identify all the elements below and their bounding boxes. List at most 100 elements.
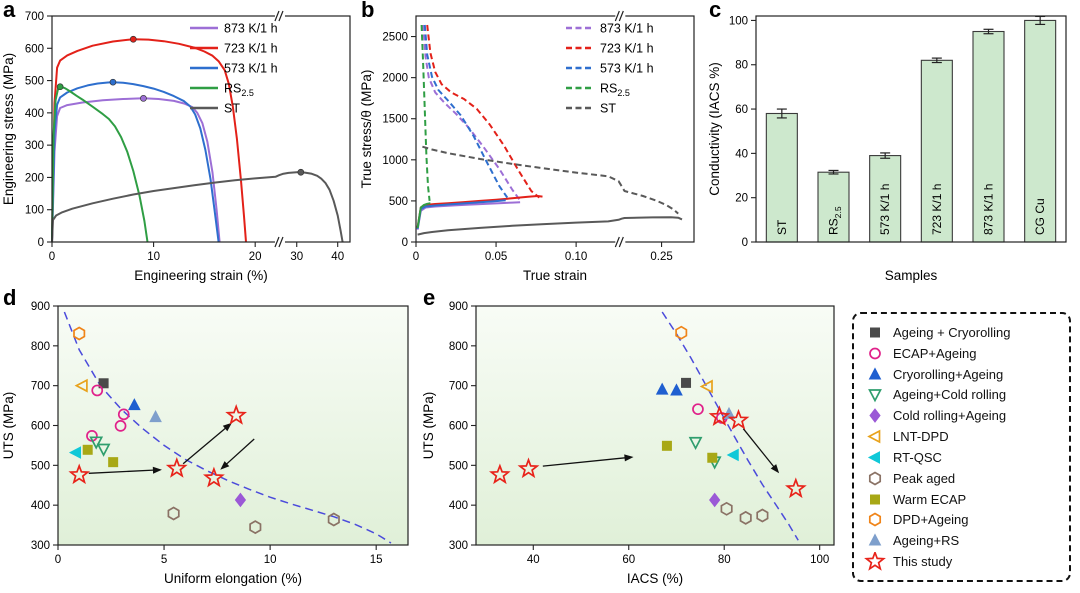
svg-text:30: 30 (290, 251, 303, 263)
series-873K-sigma (416, 201, 521, 230)
legend-item-ageing-cold-rolling: Ageing+Cold rolling (864, 385, 1059, 404)
bar-label: 573 K/1 h (878, 184, 892, 235)
group-warm-ecap (82, 444, 119, 468)
svg-text:15: 15 (370, 554, 383, 566)
panel-d-letter: d (3, 285, 17, 310)
group-ageing-cryorolling (98, 378, 109, 389)
group-dpd-ageing (73, 326, 86, 341)
series-873K (51, 97, 221, 243)
svg-text:80: 80 (718, 554, 731, 566)
ecap-ageing-marker-icon (869, 347, 881, 360)
series-RS25-theta (420, 24, 431, 202)
group-lnt-dpd (699, 379, 713, 394)
series-ST-sigma (417, 216, 683, 236)
series-873K-theta (422, 24, 521, 202)
series-573K (51, 81, 220, 243)
lnt-dpd-marker-icon (867, 429, 881, 444)
svg-text:600: 600 (31, 421, 50, 433)
svg-text:300: 300 (25, 140, 44, 152)
axes: 0 5 10 15 300 400 500 600 700 800 900 Uniform elong… (1, 301, 409, 586)
series-lines (416, 24, 683, 236)
engineering-stress-strain-chart: 0 10 20 30 400100200300400500600700Engineeri… (1, 10, 351, 283)
svg-text:0: 0 (38, 237, 44, 249)
svg-text:800: 800 (449, 341, 468, 353)
svg-text:700: 700 (449, 381, 468, 393)
svg-text:900: 900 (31, 301, 50, 313)
trend-arrows (88, 422, 255, 474)
bar (817, 171, 850, 243)
svg-text:600: 600 (25, 43, 44, 55)
svg-text:0: 0 (402, 237, 408, 249)
axes: 0 10 20 30 400100200300400500600700Engineeri… (1, 10, 351, 283)
svg-text:573 K/1 h: 573 K/1 h (600, 62, 654, 76)
peak-dot (140, 94, 147, 102)
ageing-rs-marker-icon (868, 533, 882, 546)
series-573K-theta (423, 24, 509, 199)
svg-text:40: 40 (527, 554, 540, 566)
plot-background (58, 306, 408, 545)
panel-c-letter: c (709, 0, 722, 22)
series-RS25-sigma (416, 202, 431, 229)
legend-item-this-study: This study (864, 551, 1059, 571)
svg-text:Uniform elongation (%): Uniform elongation (%) (164, 571, 302, 586)
series-723K-sigma (416, 195, 543, 228)
svg-text:800: 800 (31, 341, 50, 353)
group-this-study (489, 405, 807, 499)
bar-label: 723 K/1 h (930, 184, 944, 235)
group-ageing-cold-rolling (89, 436, 111, 457)
peak-dot (109, 78, 117, 86)
svg-text:10: 10 (264, 554, 277, 566)
uts-elongation-scatter-chart: 0 5 10 15 300 400 500 600 700 800 900 Uniform elong… (1, 301, 409, 586)
legend-item-ecap-ageing: ECAP+Ageing (864, 344, 1059, 363)
panel-b-letter: b (361, 0, 375, 22)
scatter-points (489, 325, 807, 525)
axes: 0 0.05 0.10 0.25 0 500 1000 1500 2000 2500 True st… (359, 10, 695, 283)
bar-label: CG Cu (1033, 198, 1047, 235)
svg-text:True stress/θ (MPa): True stress/θ (MPa) (359, 70, 374, 189)
svg-text:2000: 2000 (382, 73, 408, 85)
legend-item-label: This study (893, 553, 953, 569)
svg-text:ST: ST (224, 102, 240, 116)
group-ecap-ageing (86, 384, 130, 442)
peak-dot (129, 35, 137, 43)
series-723K-theta (426, 24, 540, 199)
legend-item-cold-rolling-ageing: Cold rolling+Ageing (864, 406, 1059, 425)
group-cold-rolling-ageing (234, 492, 247, 508)
svg-text:300: 300 (31, 540, 50, 552)
group-cold-rolling-ageing (709, 492, 721, 508)
svg-text:0.05: 0.05 (485, 251, 507, 263)
svg-text:40: 40 (331, 251, 344, 263)
bar-label: ST (775, 219, 789, 235)
svg-text:873 K/1 h: 873 K/1 h (224, 22, 278, 36)
group-ageing-cryorolling (681, 377, 692, 388)
svg-text:1000: 1000 (382, 155, 408, 167)
svg-text:723 K/1 h: 723 K/1 h (224, 42, 278, 56)
legend-item-label: Peak aged (893, 470, 956, 486)
svg-text:900: 900 (449, 301, 468, 313)
svg-text:0: 0 (742, 237, 748, 249)
svg-text:400: 400 (449, 500, 468, 512)
panel-d: d 0 5 10 15 300 400 500 600 700 800 900 Uniform elo… (0, 285, 422, 593)
group-peak-aged (167, 506, 340, 535)
bar-label: 873 K/1 h (982, 184, 996, 235)
uts-iacs-scatter-chart: 40 60 80 100 300 400 500 600 700 800 900 IACS (%) UT… (421, 301, 835, 586)
group-cryorolling-ageing (655, 382, 683, 396)
svg-text:200: 200 (25, 172, 44, 184)
group-ageing-rs (149, 410, 162, 423)
svg-text:80: 80 (735, 60, 748, 72)
legend-item-label: Cryorolling+Ageing (893, 366, 1004, 382)
conductivity-bar-chart: ST RS2.5 573 K/1 h 723 K/1 h 873 K/1 h CG Cu0… (707, 15, 1067, 283)
svg-text:60: 60 (622, 554, 635, 566)
series-RS25 (51, 85, 149, 243)
svg-text:400: 400 (31, 500, 50, 512)
svg-text:300: 300 (449, 540, 468, 552)
svg-text:100: 100 (25, 205, 44, 217)
bars: ST RS2.5 573 K/1 h 723 K/1 h 873 K/1 h CG Cu (765, 15, 1057, 243)
svg-text:RS2.5: RS2.5 (224, 82, 254, 99)
axes: 40 60 80 100 300 400 500 600 700 800 900 IACS (%) UT… (421, 301, 835, 586)
svg-text:400: 400 (25, 108, 44, 120)
svg-text:Conductivity (IACS %): Conductivity (IACS %) (707, 62, 722, 196)
svg-text:5: 5 (161, 554, 167, 566)
series-ST (51, 171, 344, 243)
legend-item-peak-aged: Peak aged (864, 469, 1059, 488)
